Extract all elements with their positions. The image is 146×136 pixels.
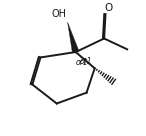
- Text: OH: OH: [52, 9, 67, 19]
- Text: O: O: [104, 3, 112, 13]
- Polygon shape: [68, 22, 79, 53]
- Text: or1: or1: [80, 57, 92, 66]
- Text: or1: or1: [76, 58, 88, 67]
